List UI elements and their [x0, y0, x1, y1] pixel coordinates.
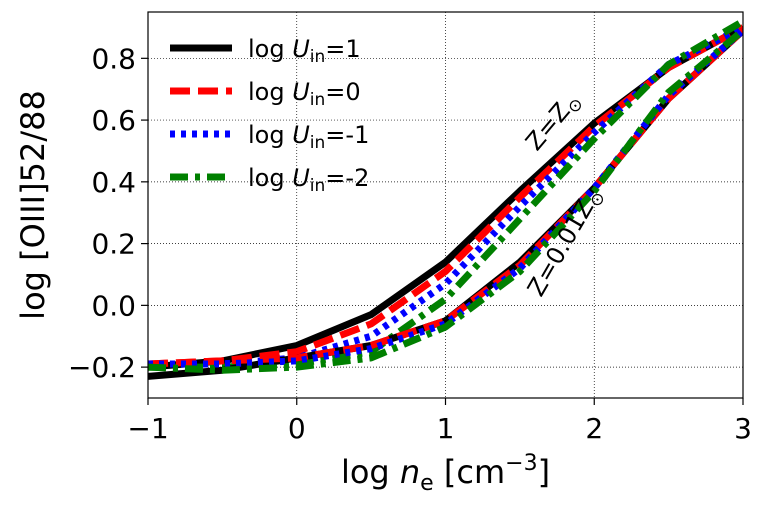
series-line-7: [148, 27, 743, 368]
legend-label: log Uin=1: [248, 35, 361, 67]
legend: log Uin=1 log Uin=0 log Uin=-1 log Uin=-2: [170, 35, 369, 196]
series-lines: [148, 18, 743, 380]
y-tick-label: 0.4: [91, 166, 136, 199]
legend-label: log Uin=-1: [248, 121, 369, 153]
x-tick-label: 1: [437, 412, 455, 445]
x-tick-label: 2: [585, 412, 603, 445]
axis-ticks: −1 0 1 2 3 −0.2 0.0 0.2 0.4 0.6 0.8: [68, 42, 752, 445]
x-tick-label: −1: [127, 412, 168, 445]
y-tick-label: 0.6: [91, 104, 136, 137]
series-line-8: [148, 27, 743, 374]
y-axis-label: log [OIII]52/88: [14, 90, 52, 320]
x-tick-label: 0: [288, 412, 306, 445]
y-tick-label: 0.2: [91, 228, 136, 261]
y-tick-label: 0.8: [91, 42, 136, 75]
legend-label: log Uin=0: [248, 78, 361, 110]
legend-label: log Uin=-2: [248, 164, 369, 196]
x-tick-label: 3: [734, 412, 752, 445]
y-tick-label: 0.0: [91, 289, 136, 322]
x-axis-label: log ne [cm−3]: [341, 451, 550, 496]
y-tick-label: −0.2: [68, 351, 136, 384]
